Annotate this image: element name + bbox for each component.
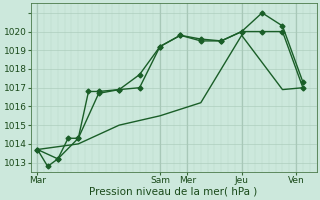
X-axis label: Pression niveau de la mer( hPa ): Pression niveau de la mer( hPa ) xyxy=(90,187,258,197)
